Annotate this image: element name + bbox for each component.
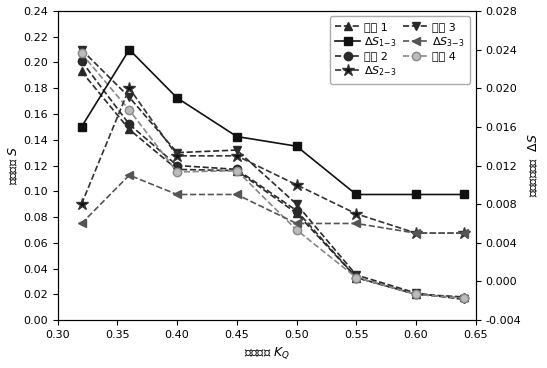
方案 3 <box>126 95 132 99</box>
方案 3 <box>234 148 240 152</box>
方案 2 <box>174 163 181 168</box>
方案 3 <box>461 297 467 302</box>
$\Delta S_{3\mathrm{-}3}$ <box>461 231 467 236</box>
方案 4 <box>353 275 359 280</box>
方案 4 <box>126 108 132 112</box>
方案 4 <box>78 51 85 56</box>
方案 4 <box>412 292 419 297</box>
$\Delta S_{1\mathrm{-}3}$ <box>461 192 467 197</box>
Line: $\Delta S_{1\mathrm{-}3}$: $\Delta S_{1\mathrm{-}3}$ <box>77 45 468 199</box>
方案 1 <box>234 169 240 173</box>
方案 3 <box>412 291 419 295</box>
Y-axis label: 动量参数 $S$: 动量参数 $S$ <box>7 146 20 185</box>
Y-axis label: 动量参数差值  $\Delta S$: 动量参数差值 $\Delta S$ <box>527 134 540 198</box>
$\Delta S_{1\mathrm{-}3}$ <box>412 192 419 197</box>
$\Delta S_{3\mathrm{-}3}$ <box>126 173 132 177</box>
$\Delta S_{2\mathrm{-}3}$ <box>126 86 132 91</box>
Line: 方案 4: 方案 4 <box>77 49 468 302</box>
方案 4 <box>293 228 300 232</box>
Line: $\Delta S_{2\mathrm{-}3}$: $\Delta S_{2\mathrm{-}3}$ <box>75 82 470 240</box>
$\Delta S_{3\mathrm{-}3}$ <box>293 221 300 226</box>
$\Delta S_{1\mathrm{-}3}$ <box>126 47 132 52</box>
方案 2 <box>293 208 300 213</box>
方案 2 <box>234 167 240 171</box>
方案 1 <box>461 295 467 299</box>
Line: 方案 2: 方案 2 <box>77 57 468 302</box>
方案 3 <box>78 47 85 52</box>
$\Delta S_{1\mathrm{-}3}$ <box>234 134 240 139</box>
Line: 方案 3: 方案 3 <box>77 45 468 304</box>
$\Delta S_{2\mathrm{-}3}$ <box>234 154 240 158</box>
$\Delta S_{3\mathrm{-}3}$ <box>234 192 240 197</box>
$\Delta S_{2\mathrm{-}3}$ <box>78 202 85 206</box>
$\Delta S_{3\mathrm{-}3}$ <box>78 221 85 226</box>
方案 4 <box>174 170 181 174</box>
$\Delta S_{1\mathrm{-}3}$ <box>78 125 85 129</box>
Line: $\Delta S_{3\mathrm{-}3}$: $\Delta S_{3\mathrm{-}3}$ <box>77 171 468 237</box>
方案 2 <box>78 59 85 63</box>
方案 2 <box>412 292 419 297</box>
方案 1 <box>412 292 419 297</box>
$\Delta S_{3\mathrm{-}3}$ <box>174 192 181 197</box>
$\Delta S_{1\mathrm{-}3}$ <box>293 144 300 148</box>
方案 4 <box>461 296 467 300</box>
$\Delta S_{2\mathrm{-}3}$ <box>412 231 419 236</box>
方案 1 <box>293 211 300 215</box>
$\Delta S_{2\mathrm{-}3}$ <box>293 183 300 187</box>
$\Delta S_{3\mathrm{-}3}$ <box>353 221 359 226</box>
Line: 方案 1: 方案 1 <box>77 67 468 301</box>
方案 3 <box>353 273 359 277</box>
$\Delta S_{3\mathrm{-}3}$ <box>412 231 419 236</box>
方案 2 <box>126 122 132 127</box>
$\Delta S_{2\mathrm{-}3}$ <box>461 231 467 236</box>
$\Delta S_{2\mathrm{-}3}$ <box>353 212 359 216</box>
方案 4 <box>234 169 240 173</box>
方案 1 <box>78 69 85 74</box>
方案 3 <box>174 151 181 155</box>
$\Delta S_{2\mathrm{-}3}$ <box>174 154 181 158</box>
方案 2 <box>461 296 467 300</box>
X-axis label: 流量系数 $K_Q$: 流量系数 $K_Q$ <box>243 345 290 361</box>
$\Delta S_{1\mathrm{-}3}$ <box>174 96 181 100</box>
方案 2 <box>353 275 359 280</box>
Legend: 方案 1, $\Delta S_{1\mathrm{-}3}$, 方案 2, $\Delta S_{2\mathrm{-}3}$, 方案 3, $\Delta : 方案 1, $\Delta S_{1\mathrm{-}3}$, 方案 2, $… <box>330 17 470 84</box>
方案 1 <box>126 127 132 132</box>
方案 1 <box>353 275 359 280</box>
$\Delta S_{1\mathrm{-}3}$ <box>353 192 359 197</box>
方案 1 <box>174 167 181 171</box>
方案 3 <box>293 202 300 206</box>
